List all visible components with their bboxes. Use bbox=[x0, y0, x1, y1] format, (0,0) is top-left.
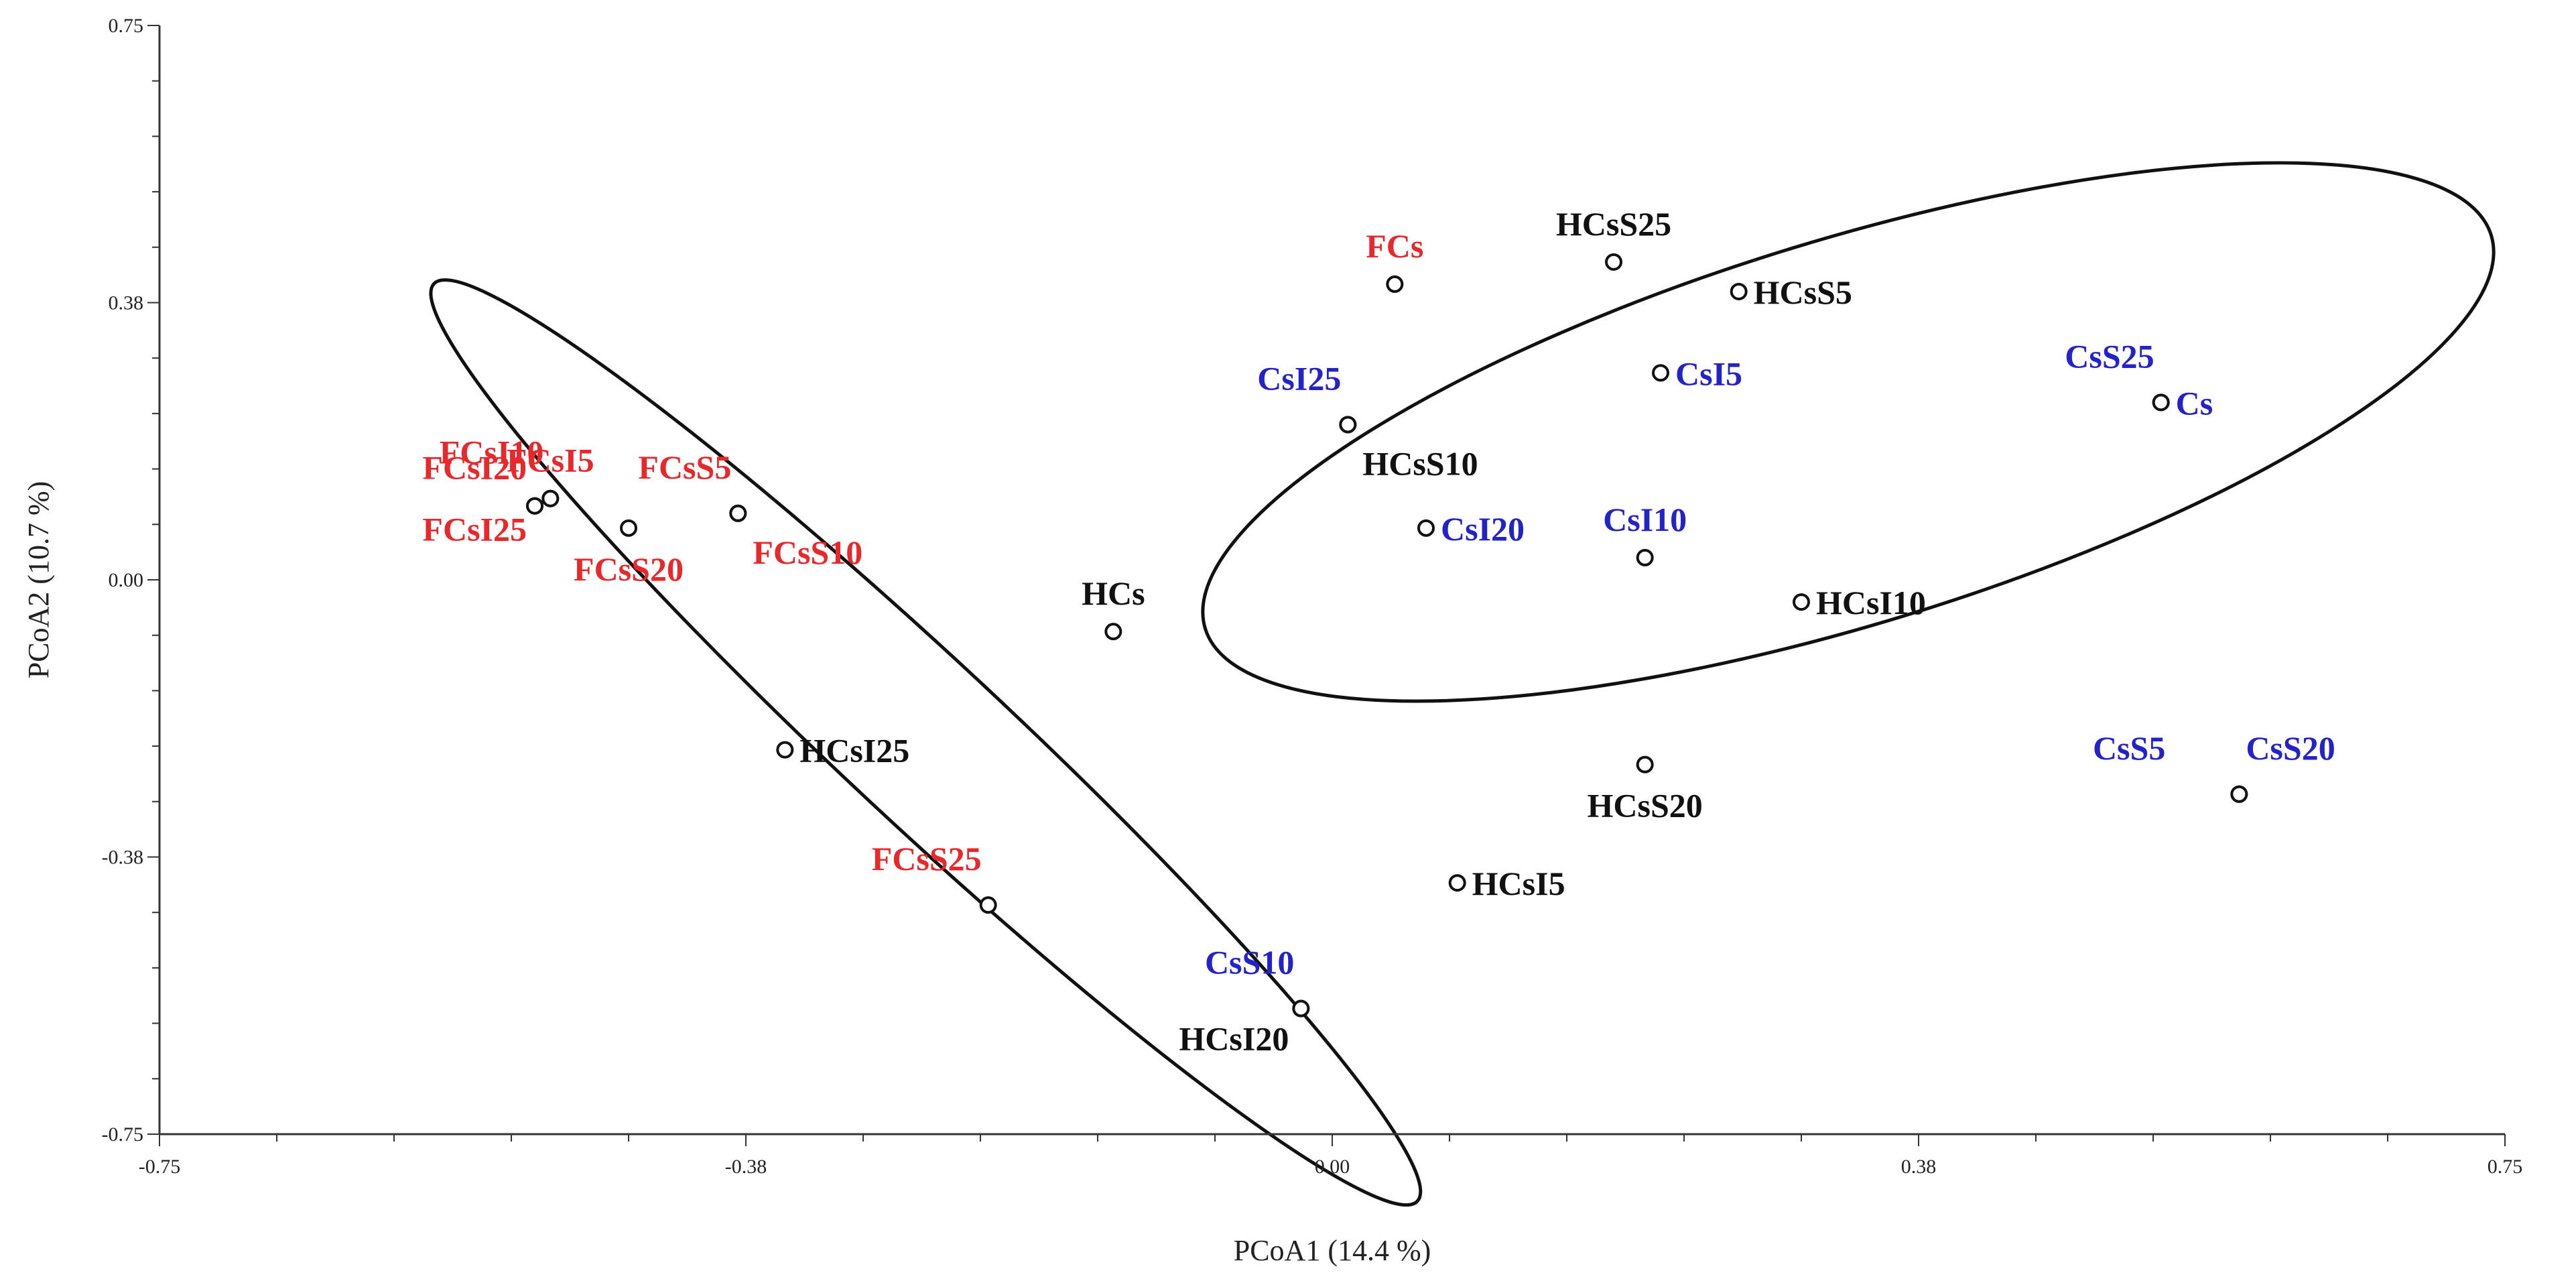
point-HCsS20 bbox=[1636, 755, 1654, 774]
point-label-CsS25: CsS25 bbox=[2065, 337, 2154, 375]
point-label-FCsS20: FCsS20 bbox=[574, 550, 684, 588]
point-label-FCsI25: FCsI25 bbox=[422, 511, 527, 548]
point-label-HCsI5: HCsI5 bbox=[1472, 865, 1565, 902]
y-tick-label: -0.75 bbox=[102, 1123, 144, 1146]
point-label-HCsI20: HCsI20 bbox=[1179, 1020, 1289, 1058]
x-tick-label: 0.75 bbox=[2488, 1156, 2523, 1178]
point-label-HCsI10: HCsI10 bbox=[1816, 584, 1926, 621]
point-CsS10 bbox=[1292, 999, 1310, 1018]
y-axis-title: PCoA2 (10.7 %) bbox=[22, 481, 55, 679]
point-CsS20 bbox=[2230, 785, 2248, 803]
axes bbox=[158, 25, 2505, 1136]
ticks: -0.75 -0.38 0.00 0.38 0.75 0.75 0.38 0.00 -0.38 -… bbox=[102, 15, 2523, 1178]
point-label-CsS5: CsS5 bbox=[2093, 729, 2165, 767]
point-FCsI25 bbox=[526, 497, 543, 515]
y-tick-label: 0.00 bbox=[109, 569, 144, 591]
point-Cs bbox=[2152, 393, 2170, 412]
point-CsI5 bbox=[1652, 364, 1669, 382]
point-label-FCsI20: FCsI20 bbox=[422, 449, 527, 487]
point-label-CsS10: CsS10 bbox=[1205, 944, 1294, 981]
data-points bbox=[526, 253, 2248, 1018]
point-FCsS20 bbox=[620, 519, 637, 537]
point-label-FCsI5: FCsI5 bbox=[507, 442, 594, 479]
y-tick-label: -0.38 bbox=[102, 847, 144, 869]
point-HCsS25 bbox=[1605, 253, 1622, 271]
point-FCs bbox=[1386, 275, 1404, 293]
point-label-FCsS25: FCsS25 bbox=[872, 840, 982, 877]
point-label-CsI5: CsI5 bbox=[1675, 355, 1742, 392]
x-axis-title: PCoA1 (14.4 %) bbox=[1234, 1234, 1431, 1267]
point-HCsS5 bbox=[1730, 282, 1748, 300]
point-HCsI10 bbox=[1793, 593, 1810, 611]
x-tick-label: 0.38 bbox=[1901, 1156, 1937, 1178]
cluster-ellipse-left-cluster bbox=[429, 278, 1423, 1207]
point-FCsS25 bbox=[979, 896, 997, 914]
cluster-ellipse-right-cluster bbox=[1201, 161, 2496, 703]
point-HCsI5 bbox=[1448, 874, 1466, 892]
y-tick-label: 0.75 bbox=[109, 15, 144, 37]
point-label-HCs: HCs bbox=[1082, 574, 1145, 612]
point-FCsI5 bbox=[541, 489, 560, 507]
point-label-FCsS10: FCsS10 bbox=[753, 534, 862, 571]
point-label-CsI20: CsI20 bbox=[1441, 510, 1525, 548]
point-CsI20 bbox=[1417, 519, 1435, 537]
point-label-FCsI10: FCsI10 bbox=[440, 434, 544, 471]
point-label-HCsS10: HCsS10 bbox=[1362, 444, 1478, 482]
point-label-HCsS5: HCsS5 bbox=[1754, 273, 1852, 311]
point-label-CsI10: CsI10 bbox=[1603, 501, 1687, 538]
point-label-Cs: Cs bbox=[2176, 384, 2213, 422]
point-label-HCsS20: HCsS20 bbox=[1588, 787, 1703, 824]
point-label-HCsS25: HCsS25 bbox=[1556, 205, 1671, 243]
point-HCsI25 bbox=[776, 741, 794, 759]
point-label-FCsS5: FCsS5 bbox=[638, 448, 731, 486]
point-FCsS10 bbox=[729, 504, 747, 522]
point-label-CsI25: CsI25 bbox=[1257, 359, 1341, 397]
point-CsI10 bbox=[1636, 548, 1654, 566]
point-CsI25 bbox=[1339, 416, 1357, 434]
point-label-FCs: FCs bbox=[1366, 227, 1423, 265]
y-tick-label: 0.38 bbox=[109, 292, 144, 314]
point-HCs bbox=[1104, 623, 1122, 641]
point-label-HCsI25: HCsI25 bbox=[799, 732, 909, 770]
point-label-CsS20: CsS20 bbox=[2246, 729, 2335, 767]
x-tick-label: 0.00 bbox=[1315, 1156, 1350, 1178]
x-tick-label: -0.75 bbox=[139, 1156, 181, 1178]
ellipses-layer bbox=[429, 161, 2496, 1207]
x-tick-label: -0.38 bbox=[725, 1156, 767, 1178]
